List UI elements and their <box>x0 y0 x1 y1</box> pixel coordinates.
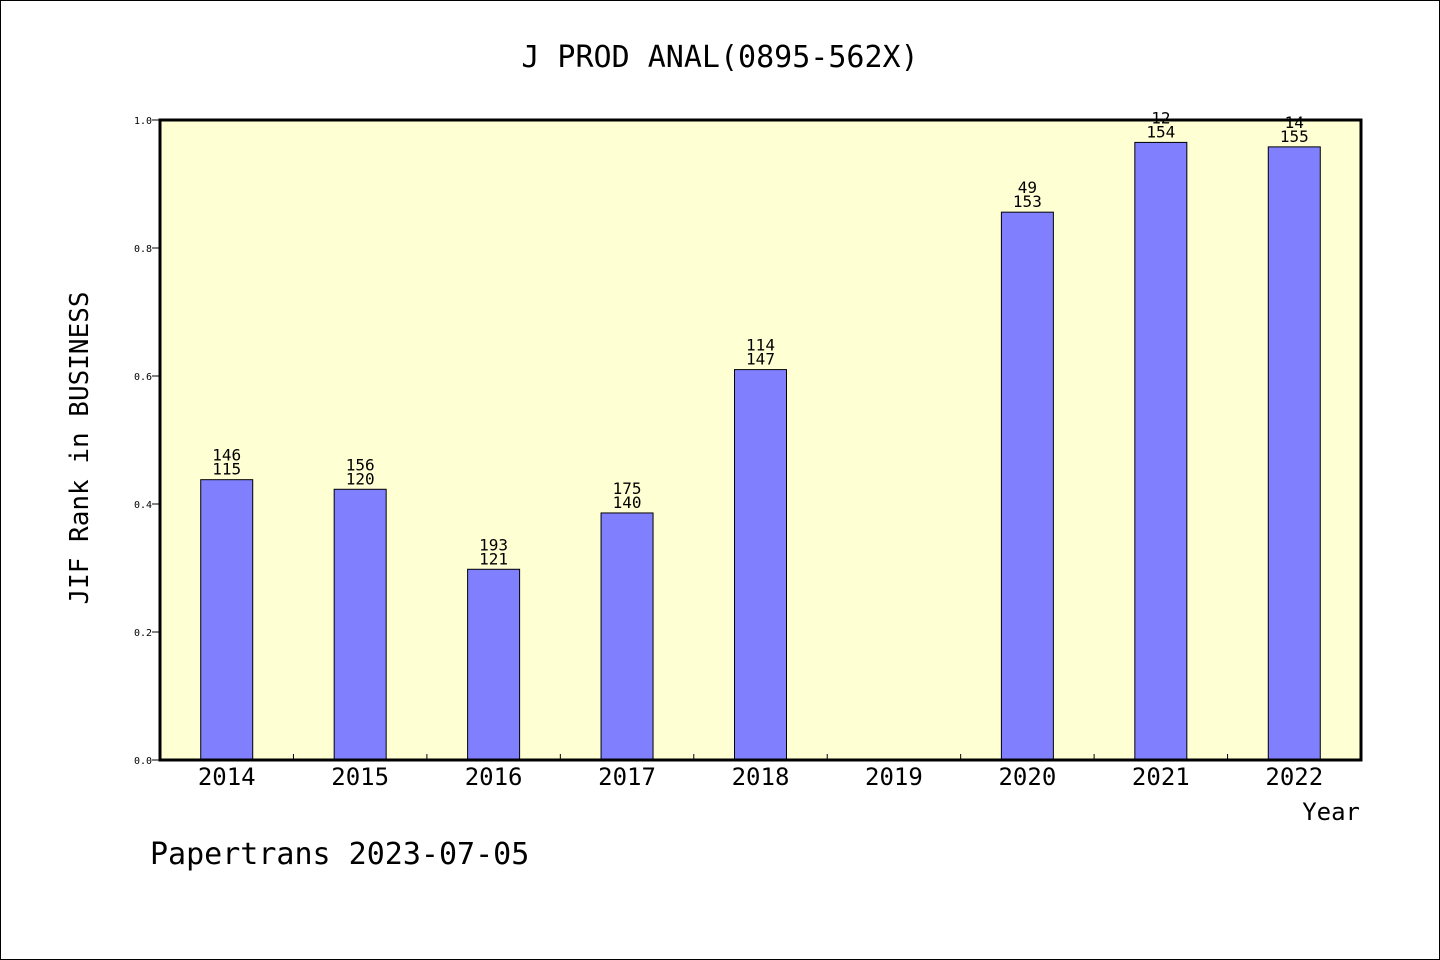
y-tick-label: 0.2 <box>134 628 152 639</box>
x-tick-label: 2022 <box>1265 763 1323 791</box>
bar-2018 <box>734 369 787 761</box>
x-tick-label: 2018 <box>732 763 790 791</box>
plot-border <box>158 118 1363 762</box>
y-tick-label: 0.6 <box>134 372 152 383</box>
bar-2015 <box>333 488 387 761</box>
y-axis-ticks: 0.0 0.2 0.4 0.6 0.8 1.0 <box>134 116 160 767</box>
x-tick-label: 2021 <box>1132 763 1190 791</box>
bar-2020 <box>1000 211 1054 761</box>
bar-2014 <box>200 479 254 761</box>
x-axis-label: Year <box>1302 798 1360 826</box>
x-tick-label: 2016 <box>465 763 523 791</box>
bar-label-bottom: 140 <box>613 493 642 512</box>
y-tick-label: 0.8 <box>134 244 152 255</box>
bar-2021 <box>1134 141 1188 761</box>
bar-label-top: 14 <box>1285 113 1304 132</box>
bar-label-bottom: 154 <box>1146 122 1175 141</box>
chart-title: J PROD ANAL(0895-562X) <box>521 40 918 75</box>
bar-label-top: 49 <box>1018 178 1037 197</box>
bar-2022 <box>1267 146 1321 761</box>
x-tick-label: 2014 <box>198 763 256 791</box>
x-tick-label: 2020 <box>998 763 1056 791</box>
bar-label-bottom: 153 <box>1013 192 1042 211</box>
y-tick-label: 0.0 <box>134 756 152 767</box>
y-tick-label: 0.4 <box>134 500 152 511</box>
bar-label-top: 156 <box>346 455 375 474</box>
x-axis-ticks: 2014 2015 2016 2017 2018 2019 2020 2021 2022 <box>198 754 1323 791</box>
bar-label-bottom: 155 <box>1280 127 1309 146</box>
bar-label-top: 146 <box>212 446 241 465</box>
bar-label-bottom: 121 <box>479 549 508 568</box>
bar-2016 <box>467 568 521 761</box>
bar-label-bottom: 115 <box>212 460 241 479</box>
bar-label-top: 12 <box>1151 108 1170 127</box>
x-tick-label: 2017 <box>598 763 656 791</box>
footer-credit: Papertrans 2023-07-05 <box>150 837 529 872</box>
x-tick-label: 2015 <box>331 763 389 791</box>
bar-label-top: 193 <box>479 535 508 554</box>
bar-label-bottom: 120 <box>346 469 375 488</box>
bar-label-bottom: 147 <box>746 350 775 369</box>
bar-label-top: 175 <box>613 479 642 498</box>
bar-2017 <box>600 512 654 761</box>
y-tick-label: 1.0 <box>134 116 152 127</box>
x-tick-label: 2019 <box>865 763 923 791</box>
bar-label-top: 114 <box>746 336 775 355</box>
y-axis-label: JIF Rank in BUSINESS <box>65 291 95 604</box>
